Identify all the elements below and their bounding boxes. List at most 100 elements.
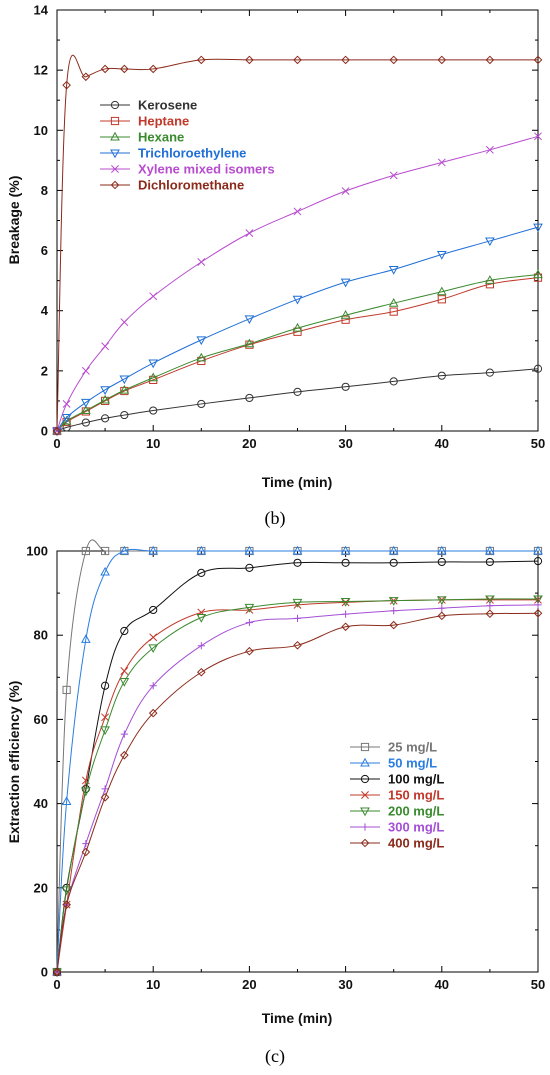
data-point-200-mg-l [196, 614, 207, 623]
data-point-trichloroethylene [292, 295, 303, 305]
data-point-50-mg-l [196, 545, 207, 555]
legend-label-trichloroethylene: Trichloroethylene [138, 146, 246, 161]
data-point-dichloromethane [437, 55, 447, 65]
data-point-100-mg-l [101, 681, 110, 690]
data-point-25-mg-l [81, 546, 90, 556]
legend-marker-hexane [110, 131, 120, 141]
data-point-trichloroethylene [61, 413, 72, 423]
data-point-hexane [244, 338, 255, 348]
data-point-kerosene [341, 382, 350, 391]
data-point-150-mg-l [120, 667, 129, 675]
series-line-xylene-mixed-isomers [56, 135, 539, 432]
data-point-300-mg-l [534, 601, 542, 609]
data-point-dichloromethane [293, 55, 302, 65]
data-point-150-mg-l [341, 598, 350, 607]
data-point-xylene-mixed-isomers [485, 145, 494, 154]
data-point-50-mg-l [436, 545, 447, 555]
legend-marker-300-mg-l [361, 823, 369, 831]
data-point-50-mg-l [244, 545, 255, 555]
legend-label-xylene-mixed-isomers: Xylene mixed isomers [138, 162, 275, 177]
data-point-50-mg-l [148, 545, 159, 555]
x-tick-label-b: 20 [242, 436, 256, 451]
x-tick-label-b: 30 [338, 436, 352, 451]
legend-marker-50-mg-l [360, 757, 370, 767]
panel-label-b: (b) [265, 508, 286, 529]
data-point-kerosene [533, 364, 543, 373]
data-point-100-mg-l [245, 563, 254, 572]
data-point-trichloroethylene [436, 250, 447, 260]
legend-label-kerosene: Kerosene [138, 98, 197, 113]
data-point-hexane [533, 269, 543, 279]
x-tick-label-c: 0 [53, 977, 60, 992]
data-point-300-mg-l [149, 682, 157, 690]
x-axis-label-c: Time (min) [262, 1010, 333, 1026]
data-point-kerosene [293, 387, 302, 397]
data-point-150-mg-l [485, 595, 494, 604]
data-point-hexane [119, 384, 130, 394]
y-tick-label-b: 10 [34, 123, 48, 138]
data-point-200-mg-l [292, 598, 303, 608]
data-point-dichloromethane [120, 64, 129, 74]
data-point-xylene-mixed-isomers [197, 258, 206, 266]
data-point-400-mg-l [245, 646, 254, 656]
data-point-dichloromethane [485, 55, 495, 65]
data-point-hexane [148, 372, 159, 382]
data-point-hexane [196, 352, 207, 362]
y-tick-label-c: 20 [34, 880, 48, 895]
series-line-200-mg-l [56, 598, 539, 973]
data-point-400-mg-l [62, 900, 71, 909]
series-line-400-mg-l [56, 612, 539, 973]
data-point-trichloroethylene [100, 386, 110, 396]
y-tick-label-b: 8 [41, 183, 48, 198]
data-point-dichloromethane [81, 72, 91, 82]
data-point-300-mg-l [293, 614, 302, 622]
legend-label-200-mg-l: 200 mg/L [388, 804, 444, 819]
y-tick-label-b: 6 [41, 243, 48, 258]
data-point-kerosene [437, 371, 446, 380]
data-point-200-mg-l [81, 787, 91, 797]
data-point-dichloromethane [100, 64, 110, 74]
data-point-trichloroethylene [388, 266, 399, 275]
series-line-dichloromethane [56, 54, 538, 432]
data-point-25-mg-l [62, 685, 71, 695]
data-point-kerosene [81, 418, 90, 427]
x-axis-label-b: Time (min) [262, 474, 333, 490]
x-tick-label-c: 30 [338, 977, 352, 992]
legend-marker-200-mg-l [360, 807, 370, 817]
legend-label-150-mg-l: 150 mg/L [388, 788, 444, 803]
data-point-200-mg-l [485, 595, 495, 605]
series-line-100-mg-l [56, 560, 539, 973]
y-tick-label-c: 60 [34, 712, 48, 727]
legend-label-hexane: Hexane [138, 130, 184, 145]
data-point-trichloroethylene [485, 237, 495, 247]
data-point-heptane [81, 407, 90, 416]
data-point-kerosene [245, 393, 254, 403]
x-tick-label-b: 50 [531, 436, 545, 451]
data-point-100-mg-l [389, 558, 398, 567]
data-point-trichloroethylene [196, 336, 207, 346]
data-point-200-mg-l [388, 597, 399, 606]
data-point-xylene-mixed-isomers [101, 342, 110, 351]
data-point-dichloromethane [245, 55, 254, 65]
data-point-300-mg-l [82, 839, 90, 848]
data-point-hexane [292, 322, 303, 332]
data-point-xylene-mixed-isomers [293, 207, 302, 216]
data-point-300-mg-l [197, 642, 205, 650]
legend-marker-dichloromethane [110, 180, 120, 190]
data-point-200-mg-l [61, 886, 72, 896]
data-point-kerosene [197, 399, 206, 409]
y-tick-label-b: 14 [34, 3, 49, 18]
y-tick-label-b: 2 [41, 363, 48, 378]
series-line-150-mg-l [56, 599, 538, 973]
data-point-xylene-mixed-isomers [62, 399, 71, 408]
data-point-100-mg-l [120, 626, 129, 636]
legend-label-50-mg-l: 50 mg/L [388, 756, 437, 771]
data-point-50-mg-l [340, 545, 351, 555]
data-point-50-mg-l [485, 545, 495, 555]
data-point-100-mg-l [293, 558, 302, 567]
data-point-hexane [340, 309, 351, 319]
data-point-kerosene [120, 410, 129, 420]
data-point-kerosene [149, 406, 158, 415]
data-point-xylene-mixed-isomers [245, 229, 254, 238]
data-point-100-mg-l [485, 557, 494, 567]
